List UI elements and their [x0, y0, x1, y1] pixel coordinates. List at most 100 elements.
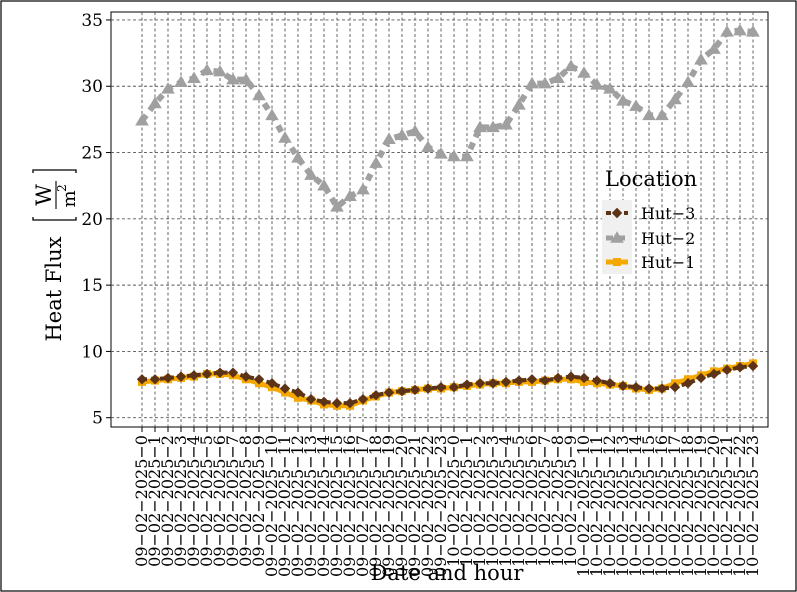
- data-point: [629, 99, 643, 111]
- x-tick-label: 10−02−2025−17: [665, 435, 684, 577]
- series-layer: [135, 23, 760, 410]
- data-point: [746, 25, 760, 37]
- data-point: [747, 360, 759, 372]
- data-point: [370, 389, 382, 401]
- data-point: [694, 52, 708, 65]
- data-point: [435, 382, 447, 393]
- x-tick-label: 09−02−2025−19: [379, 435, 398, 577]
- y-axis-title-main: Heat Flux: [42, 236, 66, 341]
- x-tick-label: 09−02−2025−13: [301, 435, 320, 577]
- data-point: [565, 371, 577, 382]
- data-point: [200, 63, 214, 76]
- data-point: [162, 372, 174, 384]
- data-point: [174, 75, 188, 88]
- x-tick-label: 09−02−2025−6: [210, 435, 229, 567]
- data-point: [279, 383, 291, 394]
- data-point: [590, 78, 604, 90]
- data-point: [136, 374, 148, 385]
- data-point: [721, 364, 733, 376]
- x-tick-label: 10−02−2025−4: [496, 435, 515, 567]
- x-tick-label: 10−02−2025−10: [574, 435, 593, 577]
- y-tick-label: 10: [81, 342, 103, 362]
- data-point: [538, 76, 552, 89]
- data-point: [668, 92, 682, 105]
- legend-label: Hut−2: [641, 229, 695, 248]
- x-tick-label: 09−02−2025−15: [327, 435, 346, 577]
- y-tick-label: 25: [81, 144, 103, 164]
- x-tick-label: 10−02−2025−20: [704, 435, 723, 577]
- data-point: [708, 368, 720, 380]
- data-point: [265, 108, 279, 121]
- x-tick-label: 09−02−2025−3: [171, 435, 190, 567]
- data-point: [148, 96, 162, 109]
- x-tick-label: 10−02−2025−18: [678, 435, 697, 577]
- data-point: [294, 393, 302, 402]
- data-point: [382, 132, 396, 145]
- data-point: [656, 383, 668, 394]
- data-point: [461, 379, 473, 390]
- legend-key-marker: [610, 231, 624, 243]
- x-tick-label: 10−02−2025−21: [717, 435, 736, 577]
- data-point: [487, 378, 499, 389]
- data-point: [331, 397, 343, 409]
- data-point: [513, 375, 525, 386]
- x-tick-label: 10−02−2025−1: [457, 435, 476, 567]
- x-tick-label: 09−02−2025−14: [314, 435, 333, 577]
- legend-label: Hut−3: [641, 204, 695, 223]
- x-tick-label: 10−02−2025−11: [587, 435, 606, 577]
- x-tick-label: 09−02−2025−22: [418, 435, 437, 577]
- data-point: [214, 367, 226, 378]
- data-point: [526, 374, 538, 385]
- data-point: [396, 386, 408, 397]
- x-tick-label: 10−02−2025−23: [743, 435, 762, 577]
- x-tick-label: 09−02−2025−16: [340, 435, 359, 577]
- data-point: [187, 71, 201, 84]
- data-point: [292, 387, 304, 398]
- data-point: [525, 76, 539, 89]
- x-tick-label: 10−02−2025−13: [613, 435, 632, 577]
- data-point: [408, 124, 422, 137]
- data-point: [473, 120, 487, 133]
- x-tick-label: 10−02−2025−3: [483, 435, 502, 567]
- data-point: [591, 375, 603, 386]
- data-point: [395, 128, 409, 141]
- y-axis-title-unit-exp: 2: [55, 184, 69, 192]
- data-point: [305, 393, 317, 405]
- data-point: [135, 113, 149, 126]
- data-point: [617, 380, 629, 392]
- data-point: [655, 108, 669, 121]
- x-tick-label: 09−02−2025−18: [366, 435, 385, 577]
- x-tick-label: 10−02−2025−22: [730, 435, 749, 577]
- data-point: [630, 382, 642, 393]
- data-point: [318, 396, 330, 408]
- data-point: [266, 378, 278, 389]
- data-point: [486, 120, 500, 133]
- data-point: [564, 59, 578, 72]
- data-point: [669, 382, 681, 393]
- x-tick-label: 10−02−2025−9: [561, 435, 580, 567]
- x-tick-label: 10−02−2025−5: [509, 435, 528, 567]
- data-point: [175, 371, 187, 382]
- series-hut-2: [135, 23, 760, 212]
- legend-key-marker: [613, 258, 621, 266]
- data-point: [188, 370, 200, 381]
- data-point: [552, 372, 564, 384]
- data-point: [409, 384, 421, 396]
- y-axis-title-bracket-left: [32, 217, 77, 221]
- data-point: [577, 66, 591, 78]
- plot-panel: [110, 11, 769, 428]
- x-tick-label: 09−02−2025−9: [249, 435, 268, 567]
- x-tick-label: 09−02−2025−17: [353, 435, 372, 577]
- legend-keys: Hut−3 Hut−2 Hut−1: [602, 200, 695, 274]
- data-point: [239, 72, 253, 85]
- data-point: [240, 371, 252, 382]
- data-point: [357, 393, 369, 405]
- x-tick-label: 10−02−2025−15: [639, 435, 658, 577]
- data-point: [682, 378, 694, 389]
- y-axis: 5 10 15 20 25 30 35: [81, 11, 111, 429]
- data-point: [578, 372, 590, 384]
- data-point: [253, 374, 265, 385]
- x-tick-label: 09−02−2025−5: [197, 435, 216, 567]
- x-tick-label: 09−02−2025−4: [184, 435, 203, 567]
- x-axis-title: Date and hour: [371, 561, 525, 585]
